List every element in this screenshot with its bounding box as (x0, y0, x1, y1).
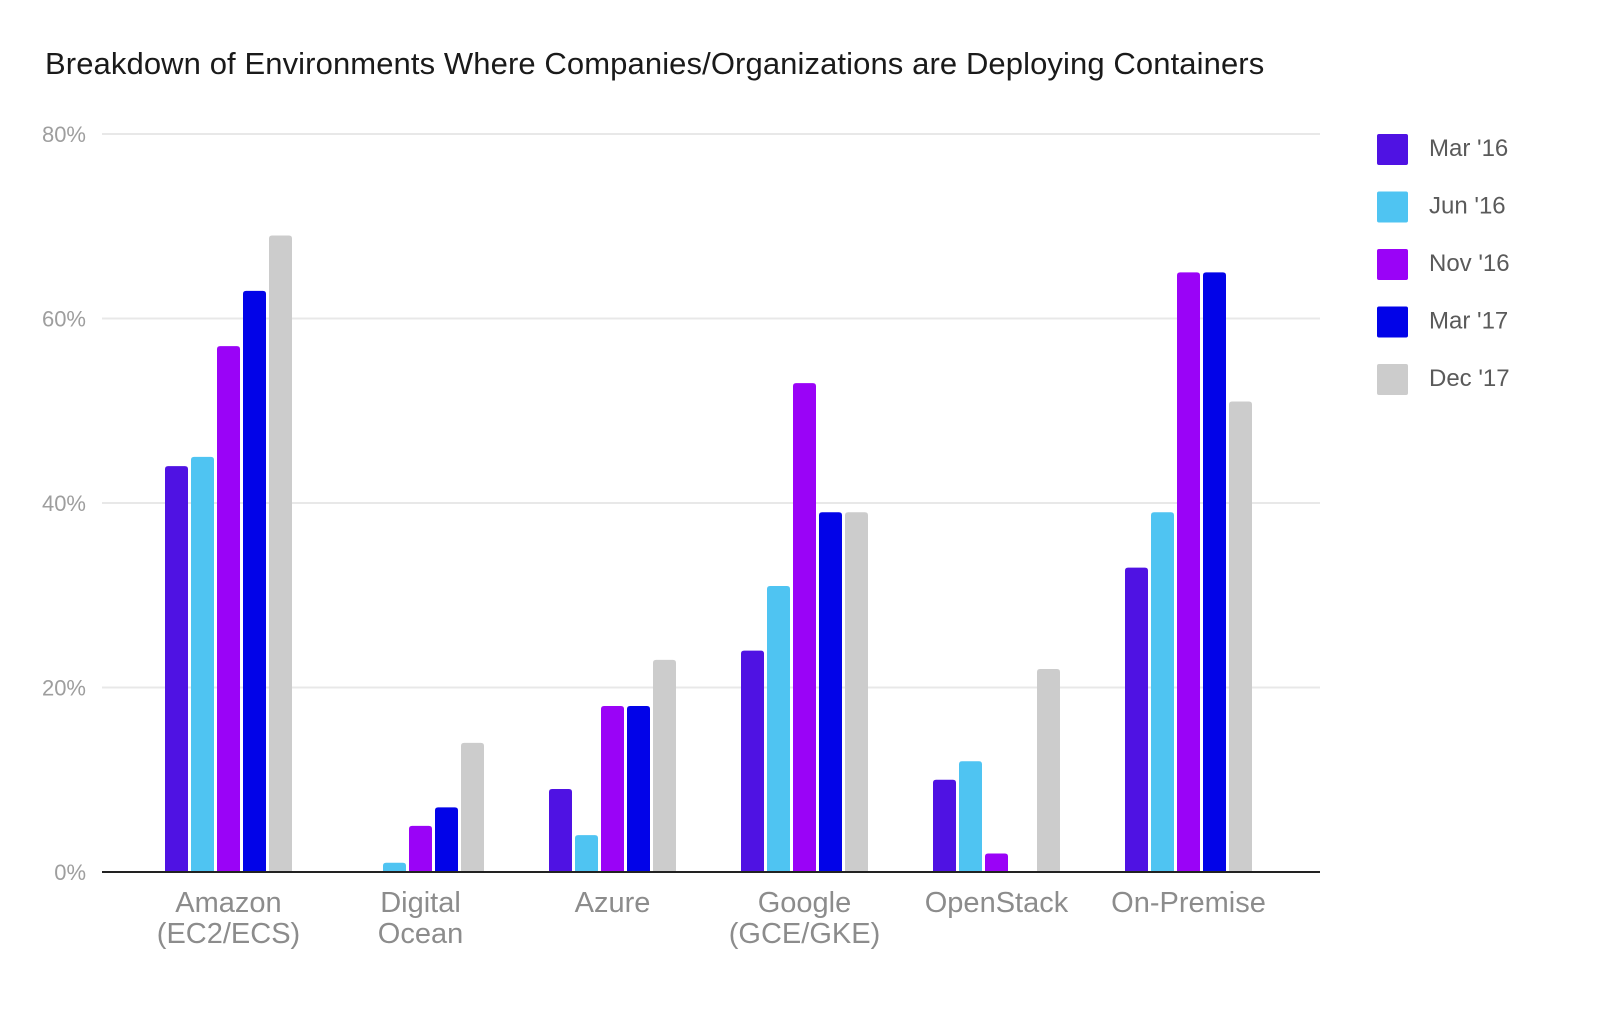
bar (1125, 567, 1148, 872)
x-axis-ticks: Amazon (EC2/ECS) Digital Ocean Azure Google (G… (157, 887, 1266, 950)
bar (461, 742, 484, 872)
bar (985, 853, 1008, 872)
bar (793, 383, 816, 872)
legend-label: Nov '16 (1429, 250, 1510, 277)
bar (601, 705, 624, 872)
bar (741, 650, 764, 872)
bar (165, 466, 188, 872)
x-tick-label: OpenStack (925, 887, 1069, 919)
bar (959, 761, 982, 872)
bar (767, 586, 790, 872)
bar (653, 659, 676, 872)
x-tick-label: On-Premise (1111, 887, 1266, 919)
bar (217, 346, 240, 872)
bar (409, 825, 432, 872)
x-tick-label: Digital Ocean (378, 887, 463, 950)
y-tick-label: 60% (42, 307, 86, 332)
y-tick-label: 0% (54, 860, 86, 885)
bar (819, 512, 842, 872)
bar (1177, 272, 1200, 872)
bar (191, 456, 214, 872)
legend-swatch (1377, 134, 1408, 165)
y-tick-label: 40% (42, 491, 86, 516)
bar (383, 862, 406, 872)
bar (1229, 401, 1252, 872)
x-tick-label: Amazon (EC2/ECS) (157, 887, 300, 950)
legend-label: Mar '16 (1429, 135, 1508, 162)
bar (435, 807, 458, 872)
chart-title: Breakdown of Environments Where Companie… (45, 46, 1265, 81)
bar (845, 512, 868, 872)
y-tick-label: 20% (42, 676, 86, 701)
bar (575, 835, 598, 872)
bar (627, 705, 650, 872)
legend: Mar '16 Jun '16 Nov '16 Mar '17 Dec '17 (1377, 134, 1510, 395)
legend-swatch (1377, 306, 1408, 338)
legend-swatch (1377, 191, 1408, 223)
bar (1151, 512, 1174, 872)
bar (549, 788, 572, 872)
legend-label: Jun '16 (1429, 193, 1506, 220)
bar (243, 290, 266, 872)
bar (1203, 272, 1226, 872)
x-tick-label: Azure (575, 887, 651, 919)
y-tick-label: 80% (42, 122, 86, 147)
x-tick-label: Google (GCE/GKE) (729, 887, 880, 950)
bar (933, 779, 956, 872)
gridlines (102, 133, 1320, 689)
legend-swatch (1377, 249, 1408, 280)
legend-label: Mar '17 (1429, 308, 1508, 335)
legend-label: Dec '17 (1429, 365, 1510, 392)
y-axis-ticks: 0% 20% 40% 60% 80% (42, 122, 86, 885)
bar (1037, 669, 1060, 872)
bar (269, 235, 292, 873)
legend-swatch (1377, 364, 1408, 395)
bars (165, 235, 1252, 873)
